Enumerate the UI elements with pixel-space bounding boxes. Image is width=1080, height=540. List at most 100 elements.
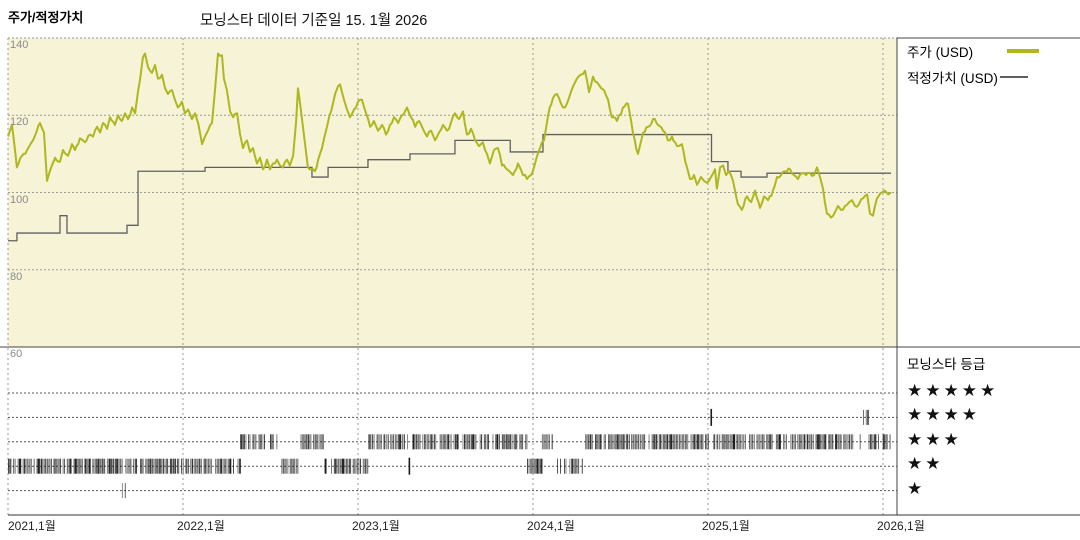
rating-tick xyxy=(10,458,12,474)
rating-tick xyxy=(802,434,804,450)
rating-tick xyxy=(591,434,593,450)
rating-tick xyxy=(408,457,411,475)
rating-tick xyxy=(285,458,287,474)
rating-tick xyxy=(161,458,163,474)
rating-tick xyxy=(759,434,761,450)
rating-tick xyxy=(36,458,39,474)
rating-tick xyxy=(693,434,695,450)
rating-tick xyxy=(871,434,873,450)
rating-tick xyxy=(108,458,111,474)
rating-tick xyxy=(88,458,91,474)
rating-tick xyxy=(117,458,118,474)
rating-tick xyxy=(160,458,162,474)
rating-tick xyxy=(528,458,530,474)
rating-tick xyxy=(59,458,61,474)
rating-tick xyxy=(69,458,72,474)
rating-tick xyxy=(691,434,693,450)
rating-tick xyxy=(872,434,874,450)
rating-tick xyxy=(18,458,21,474)
rating-tick xyxy=(670,434,672,450)
rating-tick xyxy=(426,434,428,450)
rating-tick xyxy=(520,434,522,450)
rating-tick xyxy=(840,434,842,450)
rating-tick xyxy=(573,458,575,474)
rating-tick xyxy=(849,434,851,450)
rating-tick xyxy=(136,458,137,474)
rating-tick xyxy=(165,458,167,474)
rating-tick xyxy=(258,434,260,450)
rating-tick xyxy=(148,458,149,474)
rating-tick xyxy=(783,434,784,450)
rating-tick xyxy=(365,458,367,474)
rating-tick xyxy=(386,434,388,450)
rating-tick xyxy=(760,434,762,450)
rating-tick xyxy=(589,434,592,450)
rating-tick xyxy=(223,458,225,474)
rating-tick xyxy=(77,458,79,474)
rating-tick xyxy=(543,434,545,450)
rating-tick xyxy=(439,434,441,450)
rating-tick xyxy=(504,434,506,450)
rating-tick xyxy=(878,434,879,450)
rating-tick xyxy=(627,434,629,450)
star-rating-row-1: ★ xyxy=(907,478,926,498)
rating-tick xyxy=(303,434,305,450)
rating-tick xyxy=(809,434,811,450)
rating-tick xyxy=(621,434,623,450)
rating-tick xyxy=(49,458,51,474)
rating-panel-title: 모닝스타 등급 xyxy=(907,357,986,372)
rating-tick xyxy=(596,434,598,450)
rating-tick xyxy=(799,434,800,450)
rating-tick xyxy=(560,458,561,474)
rating-tick xyxy=(678,434,680,450)
rating-tick xyxy=(376,434,378,450)
rating-tick xyxy=(465,434,467,450)
rating-tick xyxy=(98,458,100,474)
rating-tick xyxy=(74,458,77,474)
rating-tick xyxy=(121,483,123,499)
rating-tick xyxy=(66,458,69,474)
rating-tick xyxy=(576,458,578,474)
rating-tick xyxy=(215,458,216,474)
rating-tick xyxy=(797,434,799,450)
rating-tick xyxy=(721,434,723,450)
rating-tick xyxy=(8,458,9,474)
rating-tick xyxy=(26,458,28,474)
rating-tick xyxy=(248,434,249,450)
price-line xyxy=(7,52,892,219)
rating-tick xyxy=(590,434,592,450)
rating-tick xyxy=(364,458,367,474)
rating-tick xyxy=(654,434,656,450)
rating-tick xyxy=(664,434,666,450)
rating-tick xyxy=(443,434,445,450)
rating-tick xyxy=(839,434,841,450)
rating-tick xyxy=(508,434,510,450)
rating-tick xyxy=(744,434,746,450)
rating-tick xyxy=(81,458,83,474)
rating-tick xyxy=(587,434,589,450)
rating-tick xyxy=(516,434,518,450)
rating-tick xyxy=(668,434,670,450)
rating-tick xyxy=(367,458,369,474)
rating-tick xyxy=(766,434,768,450)
rating-tick xyxy=(94,458,96,474)
rating-tick xyxy=(126,458,128,474)
rating-tick xyxy=(852,434,854,450)
rating-tick xyxy=(204,458,206,474)
rating-tick xyxy=(622,434,625,450)
rating-tick xyxy=(57,458,59,474)
rating-tick xyxy=(574,458,576,474)
rating-tick xyxy=(24,458,25,474)
rating-tick xyxy=(749,434,750,450)
rating-tick xyxy=(569,458,571,474)
rating-tick xyxy=(141,458,143,474)
rating-tick xyxy=(127,458,129,474)
rating-tick xyxy=(534,458,535,474)
rating-tick xyxy=(289,458,291,474)
rating-tick xyxy=(763,434,765,450)
rating-tick xyxy=(735,434,737,450)
rating-tick xyxy=(317,434,318,450)
rating-tick xyxy=(757,434,759,450)
rating-tick xyxy=(225,458,226,474)
rating-tick xyxy=(526,434,528,450)
